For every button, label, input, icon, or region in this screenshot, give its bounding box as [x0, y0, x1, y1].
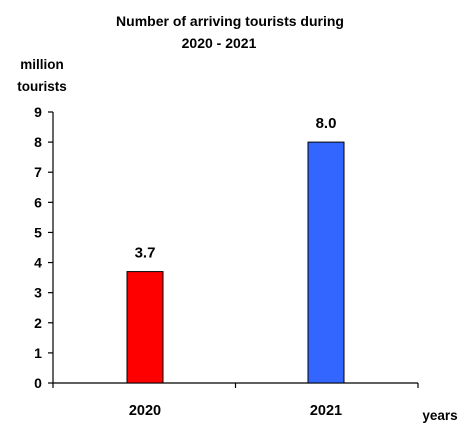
- data-label-2021: 8.0: [316, 115, 337, 132]
- x-category-label-2020: 2020: [129, 403, 161, 419]
- y-axis-title-line-2: tourists: [17, 79, 67, 94]
- y-tick-label: 3: [34, 285, 42, 301]
- y-tick-label: 7: [34, 164, 42, 180]
- chart-title-line-1: Number of arriving tourists during: [116, 13, 344, 29]
- chart-title-line-2: 2020 - 2021: [182, 35, 257, 51]
- y-axis-title-line-1: million: [20, 57, 64, 72]
- y-tick-label: 4: [34, 255, 42, 271]
- bar-2020: [126, 271, 164, 384]
- y-tick-label: 6: [34, 194, 42, 210]
- y-tick-label: 5: [34, 224, 42, 240]
- y-tick-label: 9: [34, 104, 42, 120]
- plot-area: 0 1 2 3 4 5 6 7 8 9 3.7 2020 8.0 2021: [34, 104, 419, 419]
- x-axis-title: years: [422, 408, 457, 423]
- y-tick-label: 1: [34, 345, 42, 361]
- y-tick-label: 0: [34, 375, 42, 391]
- y-tick-label: 2: [34, 315, 42, 331]
- x-category-label-2021: 2021: [310, 403, 342, 419]
- data-label-2020: 3.7: [135, 245, 156, 262]
- bar-2021: [307, 141, 345, 384]
- y-tick-label: 8: [34, 134, 42, 150]
